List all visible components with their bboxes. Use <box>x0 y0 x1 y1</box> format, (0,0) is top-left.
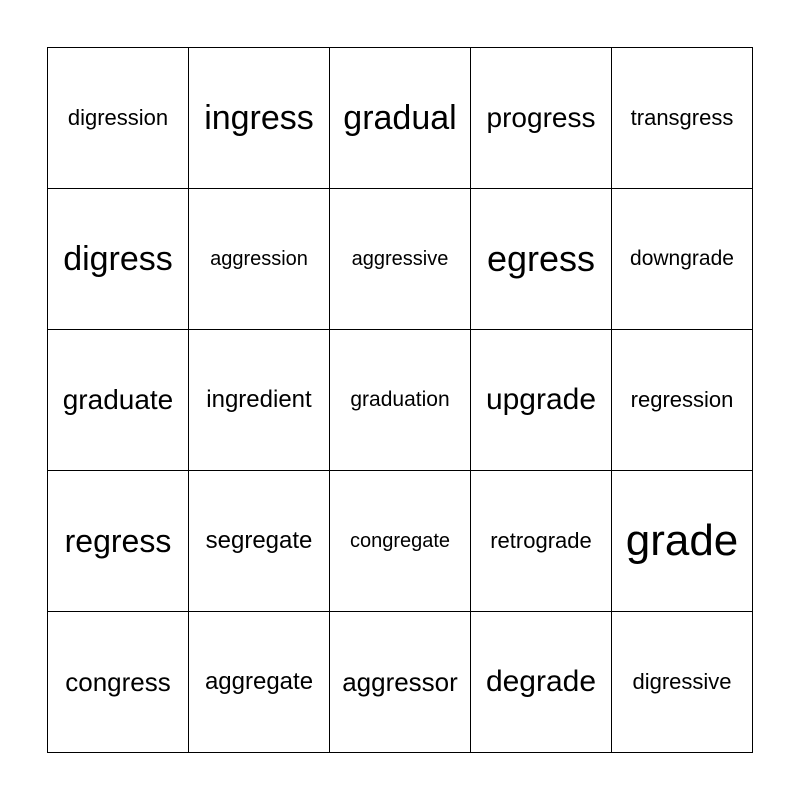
bingo-card: digression ingress gradual progress transgre… <box>47 47 753 753</box>
bingo-cell: ingress <box>189 48 330 189</box>
bingo-cell: degrade <box>471 612 612 753</box>
bingo-cell: segregate <box>189 471 330 612</box>
bingo-cell: aggressor <box>330 612 471 753</box>
bingo-cell: grade <box>612 471 753 612</box>
bingo-cell: digression <box>48 48 189 189</box>
bingo-cell: graduate <box>48 330 189 471</box>
bingo-cell: ingredient <box>189 330 330 471</box>
bingo-cell: regression <box>612 330 753 471</box>
bingo-cell: digressive <box>612 612 753 753</box>
bingo-cell: aggregate <box>189 612 330 753</box>
bingo-cell: egress <box>471 189 612 330</box>
bingo-cell: downgrade <box>612 189 753 330</box>
bingo-cell: graduation <box>330 330 471 471</box>
bingo-cell: gradual <box>330 48 471 189</box>
bingo-cell: regress <box>48 471 189 612</box>
bingo-cell: aggression <box>189 189 330 330</box>
bingo-cell: congregate <box>330 471 471 612</box>
bingo-cell: congress <box>48 612 189 753</box>
bingo-cell: retrograde <box>471 471 612 612</box>
bingo-cell: aggressive <box>330 189 471 330</box>
bingo-cell: progress <box>471 48 612 189</box>
bingo-cell: digress <box>48 189 189 330</box>
bingo-cell: transgress <box>612 48 753 189</box>
bingo-cell: upgrade <box>471 330 612 471</box>
